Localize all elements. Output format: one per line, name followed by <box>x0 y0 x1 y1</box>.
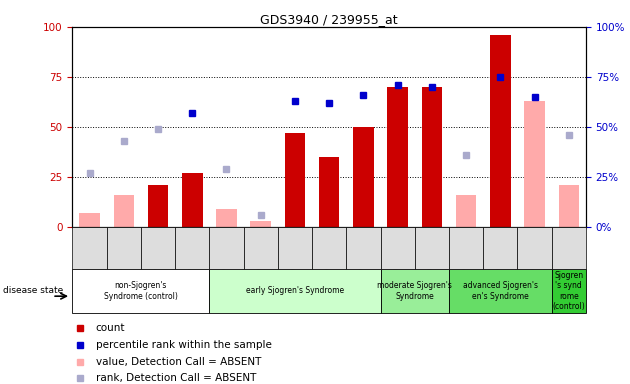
Bar <box>559 185 579 227</box>
Bar <box>216 209 237 227</box>
Bar <box>490 35 510 227</box>
FancyBboxPatch shape <box>106 227 141 269</box>
Bar <box>421 87 442 227</box>
Title: GDS3940 / 239955_at: GDS3940 / 239955_at <box>260 13 398 26</box>
FancyBboxPatch shape <box>141 227 175 269</box>
FancyBboxPatch shape <box>72 269 209 313</box>
FancyBboxPatch shape <box>72 227 106 269</box>
FancyBboxPatch shape <box>381 269 449 313</box>
FancyBboxPatch shape <box>209 227 244 269</box>
Bar <box>319 157 340 227</box>
Text: percentile rank within the sample: percentile rank within the sample <box>96 340 272 350</box>
FancyBboxPatch shape <box>175 227 209 269</box>
FancyBboxPatch shape <box>312 227 347 269</box>
Text: non-Sjogren's
Syndrome (control): non-Sjogren's Syndrome (control) <box>104 281 178 301</box>
Bar <box>456 195 476 227</box>
Text: rank, Detection Call = ABSENT: rank, Detection Call = ABSENT <box>96 373 256 383</box>
Text: disease state: disease state <box>3 286 64 295</box>
Bar <box>353 127 374 227</box>
FancyBboxPatch shape <box>449 227 483 269</box>
FancyBboxPatch shape <box>552 227 586 269</box>
Bar <box>524 101 545 227</box>
FancyBboxPatch shape <box>483 227 517 269</box>
FancyBboxPatch shape <box>552 269 586 313</box>
Text: Sjogren
's synd
rome
(control): Sjogren 's synd rome (control) <box>553 271 585 311</box>
Text: value, Detection Call = ABSENT: value, Detection Call = ABSENT <box>96 357 261 367</box>
FancyBboxPatch shape <box>244 227 278 269</box>
Bar <box>285 133 305 227</box>
Bar <box>79 213 100 227</box>
Bar <box>182 173 202 227</box>
Bar <box>148 185 168 227</box>
Text: moderate Sjogren's
Syndrome: moderate Sjogren's Syndrome <box>377 281 452 301</box>
Text: early Sjogren's Syndrome: early Sjogren's Syndrome <box>246 286 344 295</box>
Text: advanced Sjogren's
en's Syndrome: advanced Sjogren's en's Syndrome <box>463 281 538 301</box>
FancyBboxPatch shape <box>278 227 312 269</box>
FancyBboxPatch shape <box>346 227 381 269</box>
FancyBboxPatch shape <box>517 227 552 269</box>
Text: count: count <box>96 323 125 333</box>
Bar <box>251 220 271 227</box>
FancyBboxPatch shape <box>449 269 552 313</box>
Bar <box>113 195 134 227</box>
FancyBboxPatch shape <box>381 227 415 269</box>
FancyBboxPatch shape <box>209 269 381 313</box>
FancyBboxPatch shape <box>415 227 449 269</box>
Bar <box>387 87 408 227</box>
